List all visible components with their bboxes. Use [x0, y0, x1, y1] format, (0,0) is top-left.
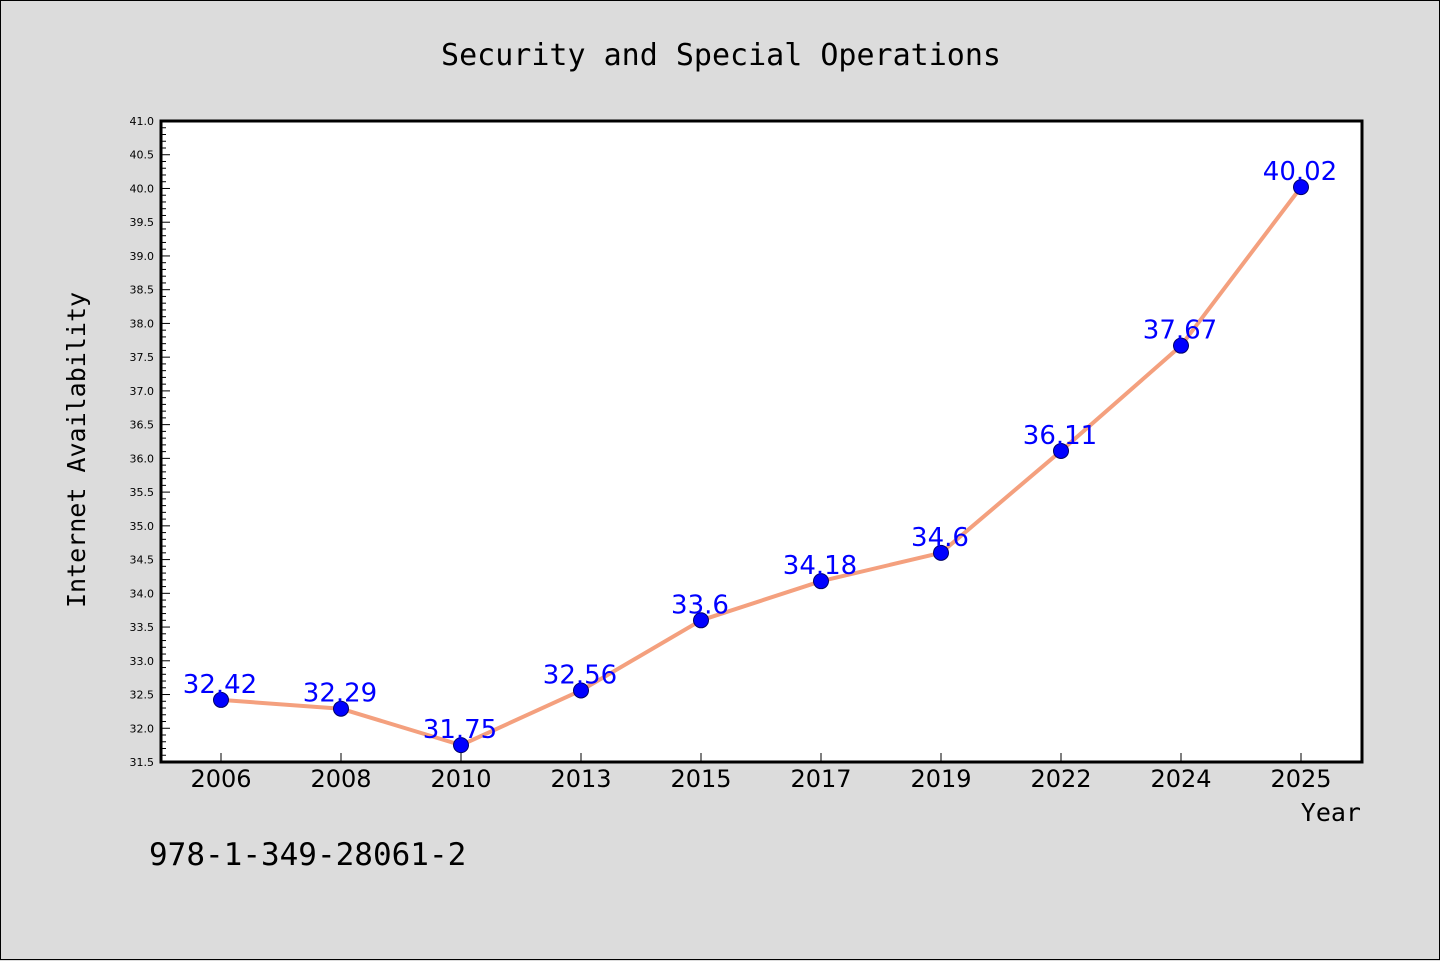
y-tick-label: 39.0 [130, 250, 155, 263]
data-point [1053, 442, 1069, 459]
x-tick-label: 2017 [790, 765, 851, 793]
data-label: 36.11 [1023, 421, 1097, 451]
y-tick-label: 37.5 [130, 351, 155, 364]
data-label: 33.6 [671, 590, 729, 620]
isbn-footer: 978-1-349-28061-2 [149, 837, 466, 873]
y-axis-label: Internet Availability [62, 292, 91, 608]
y-tick-label: 33.0 [130, 655, 155, 668]
x-tick-label: 2019 [910, 765, 971, 793]
data-point [333, 700, 349, 717]
x-tick-label: 2015 [670, 765, 731, 793]
series-line [220, 185, 1303, 748]
y-tick-label: 41.0 [130, 115, 155, 128]
x-tick-label: 2022 [1030, 765, 1091, 793]
data-point [693, 612, 709, 629]
data-label: 31.75 [423, 715, 497, 745]
y-tick-label: 37.0 [130, 385, 155, 398]
plot-area [159, 119, 1364, 764]
y-tick-label: 35.5 [130, 486, 155, 499]
data-label: 40.02 [1263, 157, 1337, 187]
y-axis-ticks: 31.5 32.0 32.5 33.0 33.5 34.0 34.5 35.0 35.5 36.0… [130, 115, 170, 769]
y-tick-label: 34.0 [130, 587, 155, 600]
y-tick-label: 36.0 [130, 452, 155, 465]
data-label: 32.29 [303, 679, 377, 709]
data-point [933, 544, 949, 561]
data-label: 32.56 [543, 660, 617, 690]
data-point [813, 573, 829, 590]
chart-title: Security and Special Operations [441, 38, 1001, 73]
x-tick-label: 2010 [430, 765, 491, 793]
data-point [573, 682, 589, 699]
y-tick-label: 38.0 [130, 317, 155, 330]
data-point [213, 691, 229, 708]
y-tick-label: 35.0 [130, 520, 155, 533]
x-axis-label: Year [1301, 798, 1361, 827]
x-tick-label: 2024 [1150, 765, 1211, 793]
x-axis-ticks: 2006 2008 2010 2013 2015 2017 2019 2022 2024 2025 [190, 753, 1332, 793]
y-tick-label: 33.5 [130, 621, 155, 634]
data-point [453, 737, 469, 754]
y-tick-label: 32.0 [130, 722, 155, 735]
y-tick-label: 40.5 [130, 149, 155, 162]
y-tick-label: 38.5 [130, 284, 155, 297]
data-point [1173, 337, 1189, 354]
y-tick-label: 32.5 [130, 689, 155, 702]
x-tick-label: 2013 [550, 765, 611, 793]
data-label: 37.67 [1143, 316, 1217, 346]
y-tick-label: 40.0 [130, 182, 155, 195]
data-point [1293, 179, 1309, 196]
x-tick-label: 2006 [190, 765, 251, 793]
data-label: 32.42 [183, 670, 257, 700]
series-group: 32.42 32.29 31.75 32.56 33.6 34.18 34.6 36.11 37… [183, 157, 1337, 754]
y-tick-label: 34.5 [130, 554, 155, 567]
x-tick-label: 2008 [310, 765, 371, 793]
x-tick-label: 2025 [1270, 765, 1331, 793]
data-label: 34.18 [783, 551, 857, 581]
y-tick-label: 31.5 [130, 756, 155, 769]
y-tick-label: 36.5 [130, 419, 155, 432]
y-tick-label: 39.5 [130, 216, 155, 229]
data-label: 34.6 [911, 523, 969, 553]
